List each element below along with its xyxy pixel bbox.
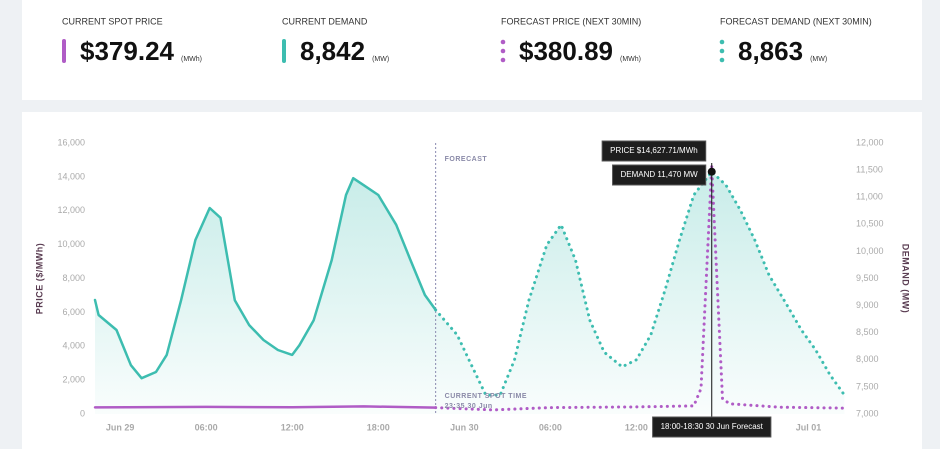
y2-axis-title: DEMAND (MW) (901, 244, 911, 313)
y-tick-label: 4,000 (62, 341, 85, 351)
kpi-value: 8,863 (738, 36, 803, 66)
kpi-marker (500, 48, 506, 54)
y2-tick-label: 9,500 (856, 273, 879, 283)
y2-tick-label: 10,500 (856, 219, 884, 229)
tooltip-price: PRICE $14,627.71/MWh (610, 146, 698, 155)
tooltip-price-box (601, 140, 707, 162)
y2-tick-label: 11,500 (856, 164, 883, 174)
kpi-marker (62, 39, 66, 63)
kpi-marker (500, 57, 506, 63)
tooltip-demand: DEMAND 11,470 MW (621, 170, 699, 179)
kpi-unit: (MW) (810, 56, 827, 63)
y-tick-label: 12,000 (57, 205, 85, 215)
y-tick-label: 8,000 (62, 273, 85, 283)
current-time: 23:35 30 Jun (445, 403, 493, 410)
current-time-title: CURRENT SPOT TIME (445, 393, 527, 400)
kpi-value: $379.24 (80, 36, 175, 66)
tooltip-time-box (652, 416, 772, 438)
demand-area (435, 171, 845, 414)
kpi-marker (282, 39, 286, 63)
y2-tick-label: 12,000 (856, 137, 884, 147)
demand-area (95, 178, 436, 414)
x-tick-label: 18:00 (367, 422, 390, 432)
y-tick-label: 2,000 (62, 375, 85, 385)
y2-tick-label: 11,000 (856, 192, 883, 202)
kpi-marker (500, 39, 506, 45)
y2-tick-label: 7,500 (856, 381, 879, 391)
kpi-label: FORECAST DEMAND (NEXT 30MIN) (720, 16, 872, 26)
y2-tick-label: 10,000 (856, 246, 884, 256)
demand-line (93, 176, 437, 380)
y-tick-label: 16,000 (57, 137, 85, 147)
kpi-label: FORECAST PRICE (NEXT 30MIN) (501, 16, 641, 26)
kpi-value: 8,842 (300, 36, 365, 66)
kpi-row: CURRENT SPOT PRICE $379.24 (MWh) CURRENT DE… (62, 16, 872, 66)
y-axis-title: PRICE ($/MWh) (34, 243, 44, 315)
x-tick-label: 12:00 (625, 422, 648, 432)
kpi-unit: (MWh) (620, 56, 641, 63)
hover-point (707, 167, 716, 176)
kpi-marker (719, 48, 725, 54)
y-tick-label: 6,000 (62, 307, 85, 317)
kpi-value: $380.89 (519, 36, 613, 66)
x-tick-label: Jun 30 (450, 422, 479, 432)
y-tick-label: 10,000 (57, 239, 85, 249)
x-tick-label: Jul 01 (796, 422, 822, 432)
kpi-label: CURRENT SPOT PRICE (62, 16, 163, 26)
chart: 0 2,000 4,000 6,000 8,000 10,000 12,000 14,000 1… (34, 137, 911, 438)
kpi-unit: (MW) (372, 56, 389, 63)
y2-tick-label: 8,000 (856, 354, 879, 364)
y2-tick-label: 8,500 (856, 327, 879, 337)
kpi-unit: (MWh) (181, 56, 202, 63)
forecast-label: FORECAST (445, 156, 488, 163)
y2-tick-label: 9,000 (856, 300, 879, 310)
x-tick-label: 06:00 (195, 422, 218, 432)
y-tick-label: 0 (80, 408, 85, 418)
price-line (93, 405, 437, 409)
demand-line (434, 170, 846, 397)
y-tick-label: 14,000 (57, 171, 85, 181)
tooltip-time: 18:00-18:30 30 Jun Forecast (661, 422, 764, 431)
kpi-marker (719, 39, 725, 45)
kpi-card (22, 0, 922, 100)
kpi-marker (719, 57, 725, 63)
x-tick-label: 06:00 (539, 422, 562, 432)
tooltip-demand-box (612, 164, 707, 186)
y2-tick-label: 7,000 (856, 408, 879, 418)
x-tick-label: 12:00 (281, 422, 304, 432)
kpi-label: CURRENT DEMAND (282, 16, 368, 26)
x-tick-label: Jun 29 (106, 422, 135, 432)
